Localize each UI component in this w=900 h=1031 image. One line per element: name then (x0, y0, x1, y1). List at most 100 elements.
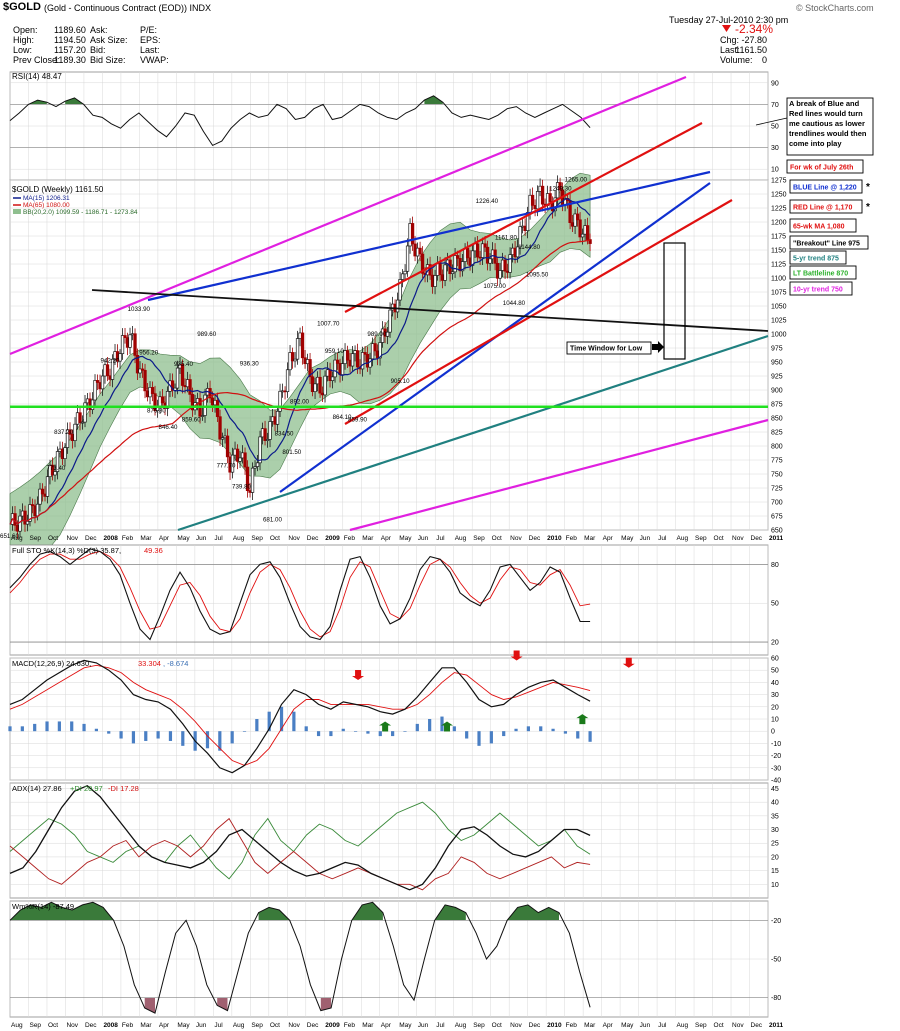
candle-body (100, 375, 105, 390)
trend5-annotation: 5-yr trend 875 (793, 256, 839, 263)
candle-body (190, 394, 195, 411)
price-month-label: 2008 (103, 535, 118, 542)
bottom-month-label: Dec (529, 1022, 541, 1029)
trend10-annotation-box (789, 281, 853, 296)
price-month-label: Dec (529, 535, 541, 542)
price-month-label: Dec (751, 535, 763, 542)
candle-body (503, 259, 507, 272)
note-box (786, 97, 874, 156)
bottom-month-label: Mar (362, 1022, 374, 1029)
candle-body (90, 399, 95, 410)
prev-close-value: 1189.30 (54, 55, 86, 65)
candle-body (23, 510, 27, 525)
candle-body (50, 464, 55, 476)
battleline-annotation-box (789, 265, 857, 280)
price-month-label: Oct (48, 535, 58, 542)
candle-body (475, 243, 480, 258)
red-star: * (866, 202, 870, 213)
bottom-month-label: Sep (29, 1022, 41, 1029)
price-month-label: Jun (196, 535, 207, 542)
rsi-panel-tick-label: 70 (771, 102, 779, 109)
candle-body (278, 390, 282, 412)
macd-histogram-bar (477, 731, 481, 746)
candle-body (38, 488, 42, 505)
adx-panel-tick-label: 35 (771, 813, 779, 820)
rsi-panel-tick-label: 30 (771, 145, 779, 152)
price-panel-tick-label: 750 (771, 472, 783, 479)
bottom-month-label: 2010 (547, 1022, 562, 1029)
price-point-label: 956.20 (139, 350, 158, 357)
price-month-label: Nov (732, 535, 744, 542)
candle-body (453, 255, 457, 273)
macd-histogram-bar (168, 731, 173, 741)
price-month-label: Nov (288, 535, 300, 542)
prev-close-label: Prev Close: (13, 55, 60, 65)
macd-up-arrow-icon (379, 721, 392, 732)
price-panel-tick-label: 1000 (771, 332, 787, 339)
candle-body (488, 258, 492, 264)
bottom-month-label: Nov (510, 1022, 522, 1029)
candle-body (575, 213, 580, 221)
price-month-label: Jul (214, 535, 223, 542)
price-month-label: Nov (66, 535, 78, 542)
candle-body (345, 350, 350, 361)
price-month-label: Aug (233, 535, 245, 542)
willr-line (9, 901, 591, 1014)
macd-histogram-bar (452, 726, 456, 732)
price-panel-tick-label: 675 (771, 514, 783, 521)
macd-histogram-bar (588, 731, 592, 742)
ma15-legend: MA(15) 1206.31 (23, 195, 70, 202)
adx-minus-di-line (9, 817, 591, 891)
bottom-month-label: Feb (122, 1022, 134, 1029)
macd-histogram-bar (526, 726, 530, 732)
price-point-label: 989.60 (197, 331, 216, 338)
ma65-annotation: 65-wk MA 1,080 (793, 224, 845, 231)
candle-body (83, 402, 87, 423)
sto-d-label: 49.36 (144, 546, 163, 555)
candle-body (243, 452, 247, 468)
price-point-label: 834.50 (275, 431, 294, 438)
note-container: A break of Blue and Red lines would turn… (789, 99, 867, 148)
candle-body (78, 412, 82, 423)
candle-body (245, 466, 250, 492)
price-point-label: 859.90 (348, 416, 367, 423)
candle-body (395, 299, 400, 313)
sto-label: Full STO %K(14,3) %D(3) 35.87, (12, 546, 121, 555)
candle-body (485, 246, 490, 264)
macd-signal-label: 33.304 (138, 659, 161, 668)
price-month-label: Jun (418, 535, 429, 542)
willr-label: Wm%R(14) -87.49 (12, 902, 74, 911)
price-point-label: 1044.80 (503, 300, 526, 307)
price-point-label: 801.50 (282, 449, 301, 456)
pct-change: -2.34% (735, 22, 774, 36)
time-window-box (663, 242, 686, 360)
adx-panel-tick-label: 25 (771, 841, 779, 848)
macd-histogram-bar (403, 731, 407, 732)
candle-body (80, 421, 85, 424)
price-month-label: May (177, 535, 190, 542)
candle-body (333, 359, 337, 378)
candle-body (105, 364, 110, 377)
macd-histogram-bar (218, 731, 222, 751)
candle-body (250, 467, 255, 493)
price-panel-tick-label: 950 (771, 360, 783, 367)
magenta-lower-trendline (349, 418, 769, 532)
price-panel-tick-label: 800 (771, 444, 783, 451)
candle-body (285, 369, 290, 393)
bottom-month-label: Jun (418, 1022, 429, 1029)
quote-datetime: Tuesday 27-Jul-2010 2:30 pm (669, 15, 789, 25)
candle-body (275, 410, 280, 425)
blue-line-annotation-box (789, 179, 863, 194)
price-panel-tick-label: 1025 (771, 318, 787, 325)
magenta-upper-trendline (9, 75, 687, 356)
candle-body (200, 415, 205, 417)
macd-histogram-bar (366, 731, 370, 734)
candle-body (433, 275, 437, 287)
week-annotation: For wk of July 26th (790, 165, 853, 172)
open-label: Open: (13, 25, 38, 35)
price-panel-tick-label: 775 (771, 458, 783, 465)
right-arrow-icon (652, 341, 664, 353)
macd-histogram-bar (292, 711, 296, 732)
high-label: High: (13, 35, 35, 45)
chg-value: -27.80 (741, 35, 767, 45)
